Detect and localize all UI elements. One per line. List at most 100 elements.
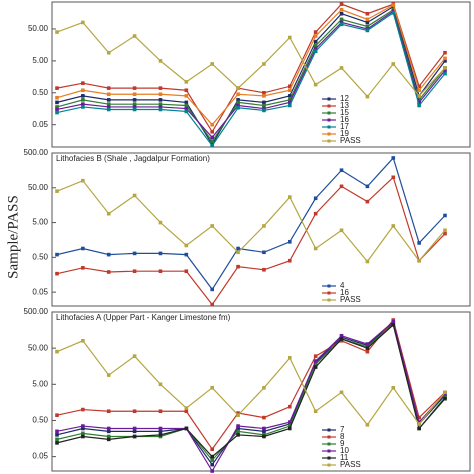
point [132, 434, 137, 439]
point [339, 184, 344, 189]
point [443, 66, 447, 70]
point [132, 105, 137, 109]
point [288, 404, 292, 409]
point [158, 269, 163, 274]
legend-label: PASS [340, 136, 361, 145]
point [365, 24, 370, 29]
point [210, 458, 214, 462]
point [236, 92, 240, 97]
y-tick-label: 0.05 [32, 452, 48, 461]
point [106, 107, 111, 112]
point [391, 62, 396, 66]
plot-frame [51, 152, 471, 307]
point [365, 342, 370, 346]
point [288, 356, 292, 360]
point [210, 447, 214, 452]
point [236, 103, 240, 108]
y-tick-label: 5.00 [32, 218, 48, 227]
point [313, 30, 318, 34]
point [81, 338, 85, 343]
legend-marker [327, 97, 331, 101]
point [313, 362, 318, 366]
point [391, 319, 396, 324]
point [262, 426, 266, 431]
point [339, 20, 344, 25]
y-tick-label: 0.05 [32, 120, 48, 129]
point [417, 241, 421, 245]
legend-label: 7 [340, 425, 345, 434]
legend-marker [327, 298, 331, 302]
point [158, 426, 163, 431]
point [365, 94, 370, 99]
point [443, 68, 447, 73]
point [339, 22, 344, 27]
point [158, 59, 163, 63]
point [106, 105, 111, 109]
point [55, 441, 59, 445]
point [158, 86, 163, 90]
y-tick-label: 500.00 [24, 148, 49, 157]
legend-marker [327, 435, 331, 439]
point [288, 98, 292, 102]
point [81, 178, 85, 183]
point [339, 168, 344, 173]
legend-label: 16 [340, 115, 349, 124]
point [55, 189, 59, 193]
series-line [56, 176, 446, 306]
legend-marker [327, 428, 331, 432]
y-tick-label: 0.05 [32, 287, 48, 296]
point [106, 86, 111, 90]
point [81, 266, 85, 270]
series-line [56, 3, 446, 133]
point [106, 437, 111, 442]
plot-frame [51, 1, 471, 148]
point [184, 406, 189, 410]
point [262, 62, 266, 66]
point [443, 56, 447, 61]
point [106, 252, 111, 257]
point [210, 469, 214, 473]
point [158, 98, 163, 102]
y-tick-label: 5.00 [32, 56, 48, 65]
y-axis-label: Sample/PASS [5, 195, 21, 279]
point [55, 437, 59, 442]
y-tick-label: 5.00 [32, 379, 48, 388]
point [236, 429, 240, 434]
point [55, 349, 59, 354]
point [339, 17, 344, 22]
point [365, 199, 370, 204]
point [288, 424, 292, 428]
series-line [56, 5, 446, 146]
point [417, 422, 421, 426]
point [210, 62, 214, 66]
legend-marker [327, 104, 331, 108]
point [210, 386, 214, 390]
legend-marker [327, 456, 331, 460]
point [313, 43, 318, 48]
point [391, 11, 396, 15]
point [313, 359, 318, 363]
point [443, 213, 447, 218]
point [132, 269, 137, 274]
point [417, 88, 421, 93]
point [391, 224, 396, 228]
point [365, 11, 370, 16]
point [81, 434, 85, 439]
point [184, 409, 189, 414]
point [132, 193, 137, 198]
y-tick-label: 0.50 [32, 252, 48, 261]
series-line [56, 156, 446, 291]
point [132, 409, 137, 414]
point [210, 454, 214, 459]
point [417, 84, 421, 89]
point [55, 413, 59, 417]
point [288, 84, 292, 89]
point [339, 228, 344, 233]
point [417, 100, 421, 105]
point [443, 231, 447, 236]
point [55, 95, 59, 100]
legend-label: PASS [340, 460, 361, 469]
point [106, 102, 111, 106]
point [262, 386, 266, 390]
